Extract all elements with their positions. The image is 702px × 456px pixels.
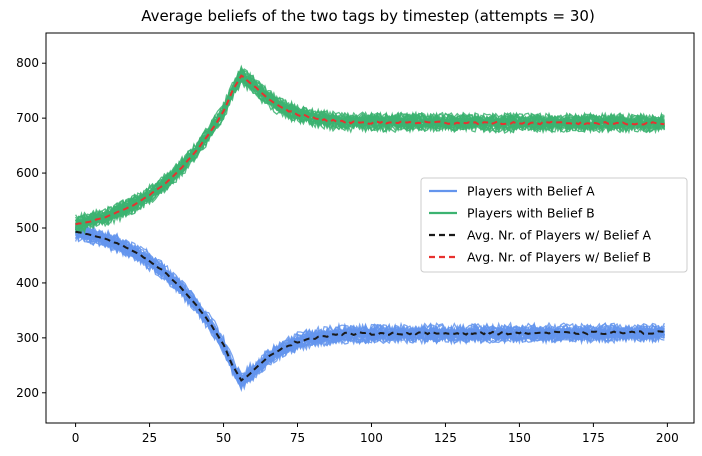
- legend: Players with Belief A Players with Belief…: [420, 177, 688, 273]
- plot-area: [74, 64, 666, 393]
- x-tick-label: 100: [360, 431, 383, 445]
- y-tick-label: 300: [16, 331, 39, 345]
- x-tick-label: 200: [656, 431, 679, 445]
- legend-label: Players with Belief B: [467, 206, 595, 221]
- legend-box: [420, 177, 688, 273]
- y-tick-label: 600: [16, 166, 39, 180]
- series-trace: [75, 226, 665, 384]
- axes: 0 25 50 75 100 125 150 175 200 200 300 400 500 600 700…: [16, 56, 679, 445]
- legend-label: Avg. Nr. of Players w/ Belief B: [467, 250, 651, 265]
- series-line-avg-belief-b: [75, 74, 665, 226]
- chart-title: Average beliefs of the two tags by times…: [141, 7, 595, 25]
- series-trace: [74, 232, 665, 391]
- x-tick-label: 150: [508, 431, 531, 445]
- series-trace: [75, 71, 666, 228]
- y-tick-label: 400: [16, 276, 39, 290]
- series-trace: [74, 222, 665, 381]
- y-tick-label: 800: [16, 56, 39, 70]
- series-trace: [75, 229, 666, 390]
- x-tick-label: 0: [72, 431, 80, 445]
- x-tick-label: 50: [216, 431, 231, 445]
- x-tick-label: 175: [582, 431, 605, 445]
- x-tick-label: 125: [434, 431, 457, 445]
- x-tick-label: 75: [290, 431, 305, 445]
- legend-label: Avg. Nr. of Players w/ Belief A: [467, 228, 651, 243]
- x-tick-label: 25: [142, 431, 157, 445]
- series-trace: [75, 228, 665, 388]
- series-trace: [75, 71, 666, 229]
- legend-label: Players with Belief A: [467, 184, 595, 199]
- y-tick-label: 700: [16, 111, 39, 125]
- y-tick-label: 500: [16, 221, 39, 235]
- y-tick-label: 200: [16, 386, 39, 400]
- series-line-avg-belief-a: [75, 230, 665, 382]
